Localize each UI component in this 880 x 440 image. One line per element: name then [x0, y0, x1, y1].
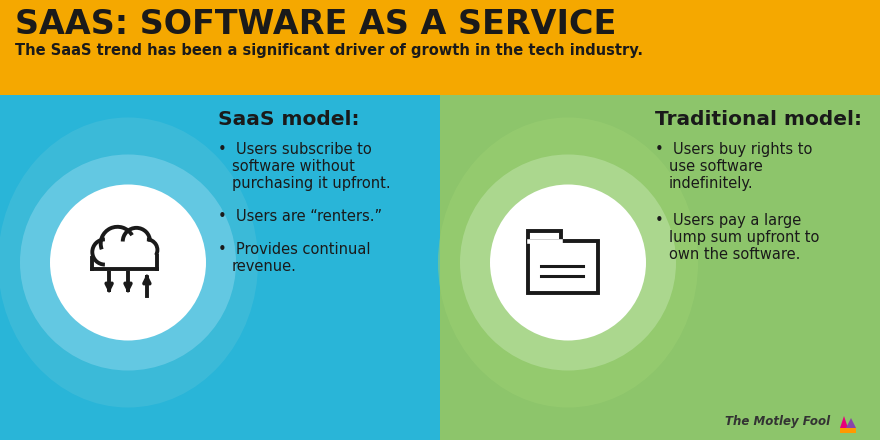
Bar — [0, 0, 880, 95]
Circle shape — [490, 184, 646, 341]
Circle shape — [122, 228, 150, 255]
Text: lump sum upfront to: lump sum upfront to — [669, 230, 819, 245]
Circle shape — [136, 239, 158, 260]
Text: The SaaS trend has been a significant driver of growth in the tech industry.: The SaaS trend has been a significant dr… — [15, 43, 643, 58]
Polygon shape — [840, 416, 848, 428]
Text: revenue.: revenue. — [232, 259, 297, 274]
Text: SAAS: SOFTWARE AS A SERVICE: SAAS: SOFTWARE AS A SERVICE — [15, 8, 616, 41]
Ellipse shape — [0, 117, 258, 407]
Polygon shape — [848, 428, 856, 433]
Text: Traditional model:: Traditional model: — [655, 110, 862, 129]
Text: software without: software without — [232, 159, 355, 174]
Text: use software: use software — [669, 159, 763, 174]
Text: The Motley Fool: The Motley Fool — [725, 415, 830, 428]
Bar — [0, 95, 440, 440]
Ellipse shape — [438, 117, 698, 407]
Text: •  Users subscribe to: • Users subscribe to — [218, 142, 371, 157]
Text: own the software.: own the software. — [669, 247, 801, 262]
Circle shape — [100, 227, 135, 260]
Text: •  Users pay a large: • Users pay a large — [655, 213, 802, 228]
Bar — [440, 95, 880, 440]
Text: purchasing it upfront.: purchasing it upfront. — [232, 176, 391, 191]
Polygon shape — [846, 418, 856, 428]
Circle shape — [50, 184, 206, 341]
Text: •  Provides continual: • Provides continual — [218, 242, 370, 257]
Bar — [92, 248, 164, 269]
Text: •  Users are “renters.”: • Users are “renters.” — [218, 209, 382, 224]
Text: •  Users buy rights to: • Users buy rights to — [655, 142, 812, 157]
Text: indefinitely.: indefinitely. — [669, 176, 753, 191]
Polygon shape — [528, 231, 561, 241]
Circle shape — [460, 154, 676, 370]
Polygon shape — [840, 428, 848, 433]
FancyBboxPatch shape — [528, 241, 598, 293]
Circle shape — [20, 154, 236, 370]
Text: SaaS model:: SaaS model: — [218, 110, 360, 129]
Circle shape — [92, 239, 118, 264]
